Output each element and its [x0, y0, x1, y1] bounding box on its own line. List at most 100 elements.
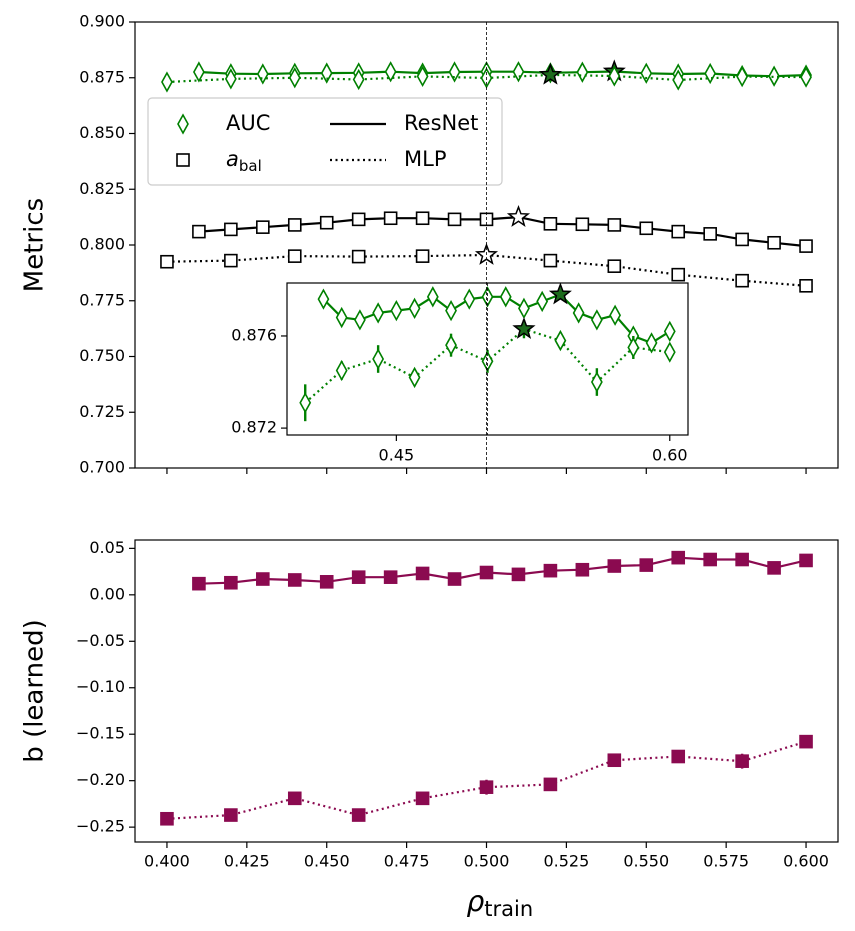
square-marker: [511, 567, 526, 582]
diamond-marker: [177, 113, 189, 135]
series-line: [166, 740, 807, 820]
square-marker: [735, 754, 749, 768]
y-tick-label: −0.15: [76, 724, 125, 743]
square-marker: [287, 573, 302, 587]
square-marker: [575, 562, 590, 577]
diamond-marker: [590, 309, 603, 331]
square-marker: [735, 273, 749, 288]
square-marker: [543, 253, 558, 268]
diamond-marker: [645, 332, 658, 354]
inset-x-tick-label: 0.45: [379, 446, 415, 465]
best-star: [548, 283, 572, 305]
diamond-marker: [627, 336, 640, 359]
y-tick-label: −0.05: [76, 631, 125, 650]
diamond-marker: [288, 67, 301, 89]
diamond-marker: [445, 334, 457, 356]
square-marker: [607, 559, 622, 573]
diamond-marker: [299, 392, 312, 414]
x-tick-label: 0.425: [224, 852, 270, 871]
square-marker: [703, 552, 717, 567]
y-tick-label: 0.700: [79, 458, 125, 477]
diamond-marker: [335, 306, 348, 329]
y-tick-label: −0.10: [76, 677, 125, 696]
square-marker: [287, 218, 302, 232]
x-axis-label-sub: train: [484, 897, 533, 921]
square-marker: [479, 565, 494, 580]
square-marker: [351, 570, 366, 584]
diamond-marker: [463, 288, 476, 310]
square-marker: [224, 808, 238, 822]
diamond-marker: [372, 302, 385, 324]
diamond-marker: [372, 348, 385, 370]
diamond-marker: [408, 366, 421, 389]
square-marker: [176, 153, 190, 167]
square-marker: [607, 259, 622, 273]
diamond-marker: [384, 61, 397, 83]
square-marker: [479, 780, 494, 794]
square-marker: [192, 576, 206, 591]
square-marker: [447, 212, 462, 227]
inset-plot: [299, 283, 676, 435]
square-marker: [767, 561, 781, 575]
diamond-marker: [576, 61, 589, 83]
diamond-marker: [640, 62, 653, 84]
diamond-marker: [317, 288, 330, 310]
square-marker: [224, 253, 238, 268]
inset-frame: [286, 282, 689, 436]
diamond-marker: [161, 71, 173, 93]
x-tick-label: 0.550: [623, 852, 669, 871]
diamond-marker: [353, 309, 366, 331]
square-marker: [543, 777, 558, 792]
diamond-marker: [663, 320, 676, 343]
y-axis-label: b (learned): [20, 619, 50, 762]
x-tick-label: 0.450: [304, 852, 350, 871]
diamond-marker: [572, 302, 585, 324]
legend-label-sub: bal: [239, 157, 262, 175]
legend-label: MLP: [404, 147, 446, 171]
diamond-marker: [224, 68, 237, 90]
diamond-marker: [320, 62, 333, 84]
square-marker: [735, 232, 749, 247]
square-marker: [799, 553, 813, 568]
y-tick-label: 0.00: [89, 584, 125, 603]
diamond-marker: [416, 65, 429, 88]
y-tick-label: 0.875: [79, 67, 125, 86]
best-star: [506, 204, 531, 227]
y-tick-label: 0.750: [79, 346, 125, 365]
diamond-marker: [335, 359, 348, 382]
x-tick-label: 0.475: [384, 852, 430, 871]
diamond-marker: [554, 329, 567, 352]
square-marker: [543, 563, 558, 578]
square-marker: [671, 267, 686, 282]
square-marker: [575, 217, 590, 232]
diamond-marker: [512, 61, 525, 83]
y-tick-label: −0.20: [76, 770, 125, 789]
diamond-marker: [445, 299, 457, 322]
diamond-marker: [736, 65, 749, 88]
square-marker: [383, 570, 398, 584]
square-marker: [639, 221, 654, 236]
square-marker: [256, 220, 270, 234]
square-marker: [799, 279, 813, 293]
diamond-marker: [663, 341, 676, 363]
square-marker: [543, 217, 558, 231]
square-marker: [351, 212, 366, 227]
legend-label: AUC: [226, 111, 270, 135]
square-marker: [415, 566, 430, 581]
y-tick-label: 0.850: [79, 123, 125, 142]
square-marker: [319, 575, 334, 589]
x-tick-label: 0.500: [464, 852, 510, 871]
diamond-marker: [499, 286, 512, 308]
best-star: [538, 62, 562, 85]
x-tick-label: 0.575: [703, 852, 749, 871]
square-marker: [447, 572, 462, 586]
diamond-marker: [448, 61, 461, 83]
y-tick-label: 0.725: [79, 402, 125, 421]
square-marker: [703, 227, 717, 241]
square-marker: [415, 211, 430, 226]
square-marker: [671, 550, 686, 565]
square-marker: [160, 811, 174, 826]
square-marker: [383, 211, 398, 226]
square-marker: [415, 791, 430, 806]
diamond-marker: [608, 65, 621, 87]
